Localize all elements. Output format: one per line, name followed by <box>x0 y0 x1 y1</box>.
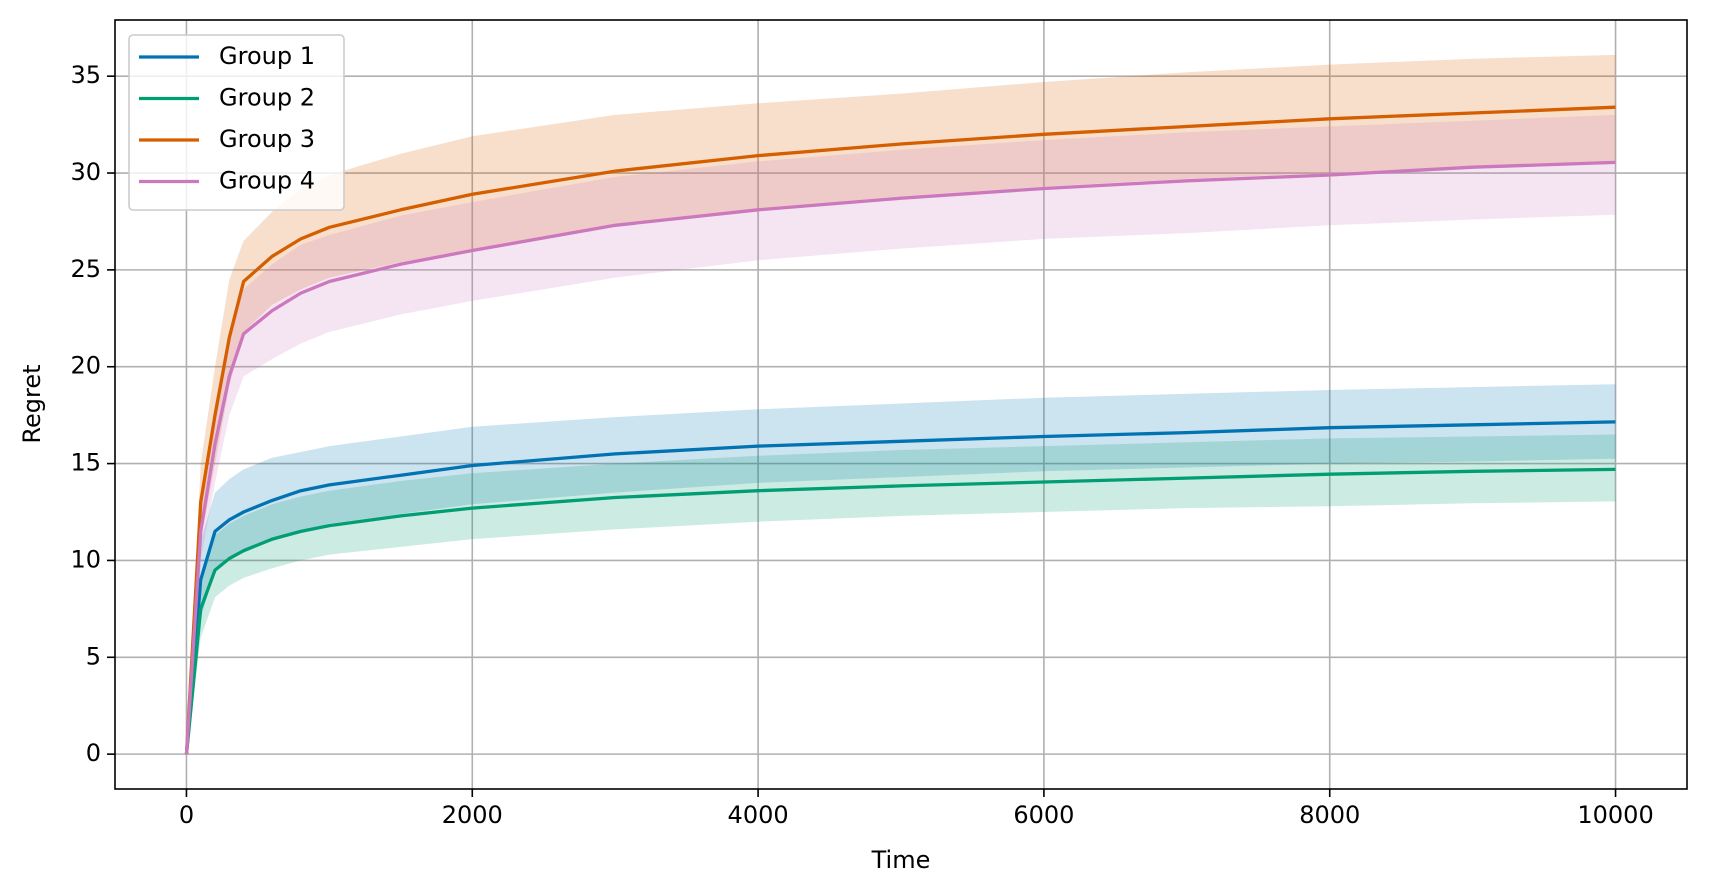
series-line <box>184 467 1616 755</box>
legend-label: Group 2 <box>219 84 315 112</box>
legend-label: Group 3 <box>219 125 315 153</box>
confidence-band <box>186 384 1616 755</box>
y-axis-label: Regret <box>18 364 46 443</box>
x-tick-label: 2000 <box>442 801 503 829</box>
legend-box <box>128 34 345 211</box>
y-tick-label: 35 <box>70 61 101 89</box>
x-tick-label: 4000 <box>728 801 789 829</box>
y-tick-label: 5 <box>86 642 101 670</box>
y-tick-label: 10 <box>70 545 101 573</box>
x-tick-label: 10000 <box>1577 801 1653 829</box>
legend-label: Group 1 <box>219 42 315 70</box>
confidence-band <box>186 434 1616 755</box>
y-tick-label: 0 <box>86 739 101 767</box>
y-tick-label: 15 <box>70 449 101 477</box>
confidence-band <box>186 114 1616 755</box>
x-axis-label: Time <box>871 846 931 874</box>
series-line <box>184 420 1616 755</box>
y-tick-label: 25 <box>70 255 101 283</box>
y-tick-label: 30 <box>70 158 101 186</box>
x-tick-label: 6000 <box>1013 801 1074 829</box>
confidence-band <box>186 54 1616 755</box>
plot-frame <box>114 19 1688 790</box>
y-tick-label: 20 <box>70 352 101 380</box>
series-line <box>184 160 1616 755</box>
legend-label: Group 4 <box>219 167 315 195</box>
x-tick-label: 8000 <box>1299 801 1360 829</box>
series-line <box>184 105 1616 755</box>
x-tick-label: 0 <box>179 801 194 829</box>
